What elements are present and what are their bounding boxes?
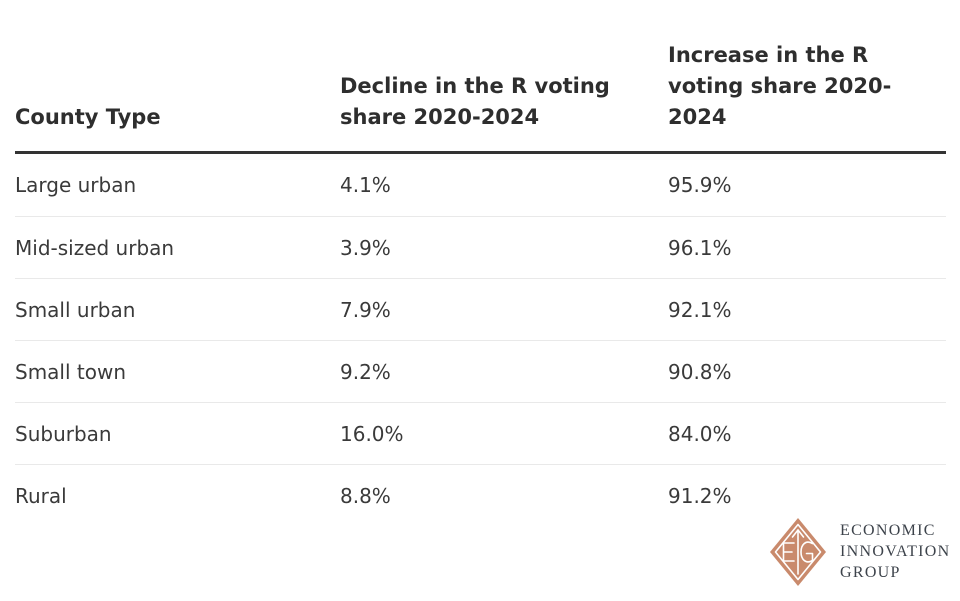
header-line: share 2020-2024 bbox=[340, 105, 540, 129]
header-line: Decline in the R voting bbox=[340, 74, 610, 98]
table-header-row: County Type Decline in the R voting shar… bbox=[15, 0, 946, 154]
table-row: Small town 9.2% 90.8% bbox=[15, 340, 946, 402]
header-line: County Type bbox=[15, 105, 161, 129]
eig-logo-wordmark: ECONOMIC INNOVATION GROUP bbox=[840, 517, 950, 583]
logo-line: INNOVATION bbox=[840, 543, 951, 560]
eig-logo: ECONOMIC INNOVATION GROUP bbox=[769, 517, 950, 591]
decline-cell: 16.0% bbox=[340, 421, 404, 446]
county-type-cell: Suburban bbox=[15, 421, 112, 446]
decline-cell: 8.8% bbox=[340, 483, 391, 508]
header-line: Increase in the R bbox=[668, 43, 869, 67]
county-type-cell: Mid-sized urban bbox=[15, 235, 175, 260]
table-row: Large urban 4.1% 95.9% bbox=[15, 154, 946, 216]
column-header-county-type: County Type bbox=[15, 102, 340, 133]
county-type-cell: Large urban bbox=[15, 173, 137, 197]
increase-cell: 90.8% bbox=[668, 359, 732, 384]
eig-diamond-icon bbox=[769, 517, 827, 591]
increase-cell: 91.2% bbox=[668, 483, 732, 508]
decline-cell: 4.1% bbox=[340, 173, 391, 197]
table-row: Mid-sized urban 3.9% 96.1% bbox=[15, 216, 946, 278]
table-row: Small urban 7.9% 92.1% bbox=[15, 278, 946, 340]
county-type-cell: Small town bbox=[15, 359, 127, 384]
increase-cell: 95.9% bbox=[668, 173, 732, 197]
logo-line: GROUP bbox=[840, 564, 901, 581]
increase-cell: 84.0% bbox=[668, 421, 732, 446]
decline-cell: 9.2% bbox=[340, 359, 391, 384]
voting-share-table: County Type Decline in the R voting shar… bbox=[15, 0, 946, 526]
table-row: Rural 8.8% 91.2% bbox=[15, 464, 946, 526]
increase-cell: 92.1% bbox=[668, 297, 732, 322]
column-header-increase: Increase in the R voting share 2020-2024 bbox=[668, 40, 946, 133]
county-type-cell: Small urban bbox=[15, 297, 136, 322]
table-row: Suburban 16.0% 84.0% bbox=[15, 402, 946, 464]
county-type-cell: Rural bbox=[15, 483, 67, 508]
column-header-decline: Decline in the R voting share 2020-2024 bbox=[340, 71, 668, 133]
decline-cell: 3.9% bbox=[340, 235, 391, 260]
logo-line: ECONOMIC bbox=[840, 522, 936, 539]
decline-cell: 7.9% bbox=[340, 297, 391, 322]
header-line: voting share 2020-2024 bbox=[668, 74, 892, 129]
increase-cell: 96.1% bbox=[668, 235, 732, 260]
